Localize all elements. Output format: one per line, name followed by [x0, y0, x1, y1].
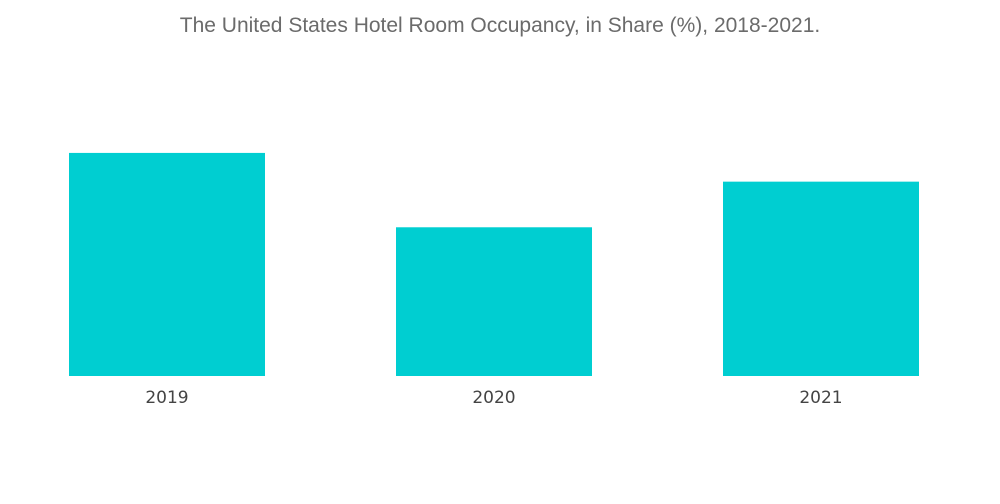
bar-2019: [69, 152, 265, 376]
x-tick-label: 2020: [472, 388, 515, 408]
x-tick-label: 2021: [799, 388, 842, 408]
chart-title: The United States Hotel Room Occupancy, …: [179, 14, 821, 37]
x-tick-label: 2019: [145, 388, 188, 408]
bar-2020: [396, 227, 592, 376]
bar-2021: [723, 181, 919, 376]
